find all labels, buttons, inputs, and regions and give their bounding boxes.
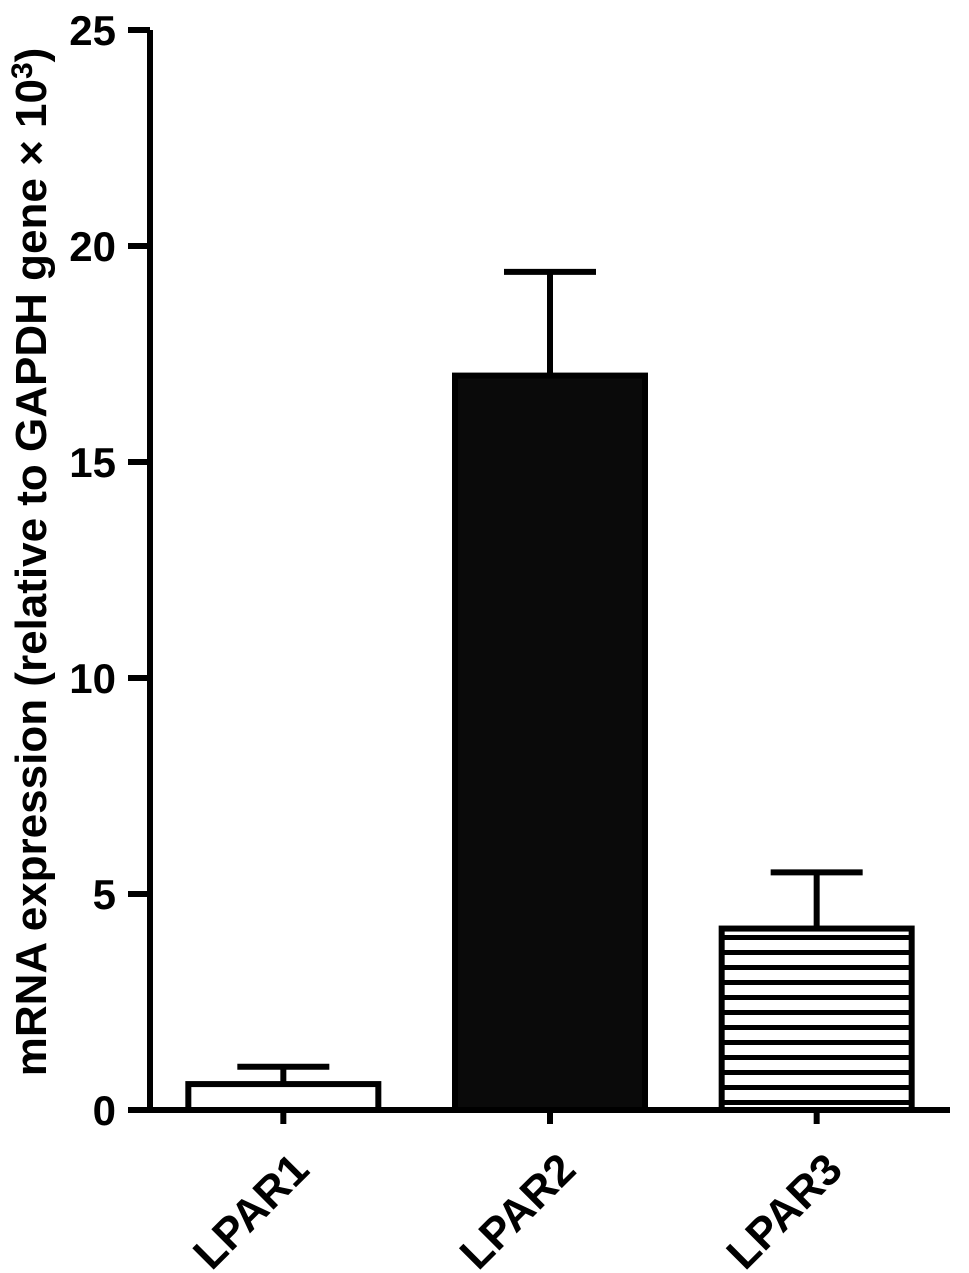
y-tick-label: 0 (93, 1087, 116, 1134)
y-axis-label-close: ) (7, 48, 56, 63)
bar-LPAR3 (718, 925, 915, 1113)
y-tick-label: 25 (69, 7, 116, 54)
y-tick-label: 20 (69, 223, 116, 270)
y-tick-label: 15 (69, 439, 116, 486)
y-axis-label: mRNA expression (relative to GAPDH gene … (6, 48, 56, 1077)
y-tick-label: 5 (93, 871, 116, 918)
bar-LPAR1 (185, 1081, 382, 1113)
y-axis-label-superscript: 3 (6, 62, 39, 79)
y-axis-label-main: mRNA expression (relative to GAPDH gene … (7, 79, 56, 1076)
y-tick-label: 10 (69, 655, 116, 702)
x-category-label-LPAR3: LPAR3 (717, 1144, 851, 1273)
bar-LPAR2 (452, 372, 648, 1114)
x-category-label-LPAR1: LPAR1 (184, 1144, 318, 1273)
x-category-label-LPAR2: LPAR2 (451, 1144, 585, 1273)
plot-area: 0 5 10 15 20 25 LPAR1 LPAR2 LPAR3 (69, 7, 950, 1273)
